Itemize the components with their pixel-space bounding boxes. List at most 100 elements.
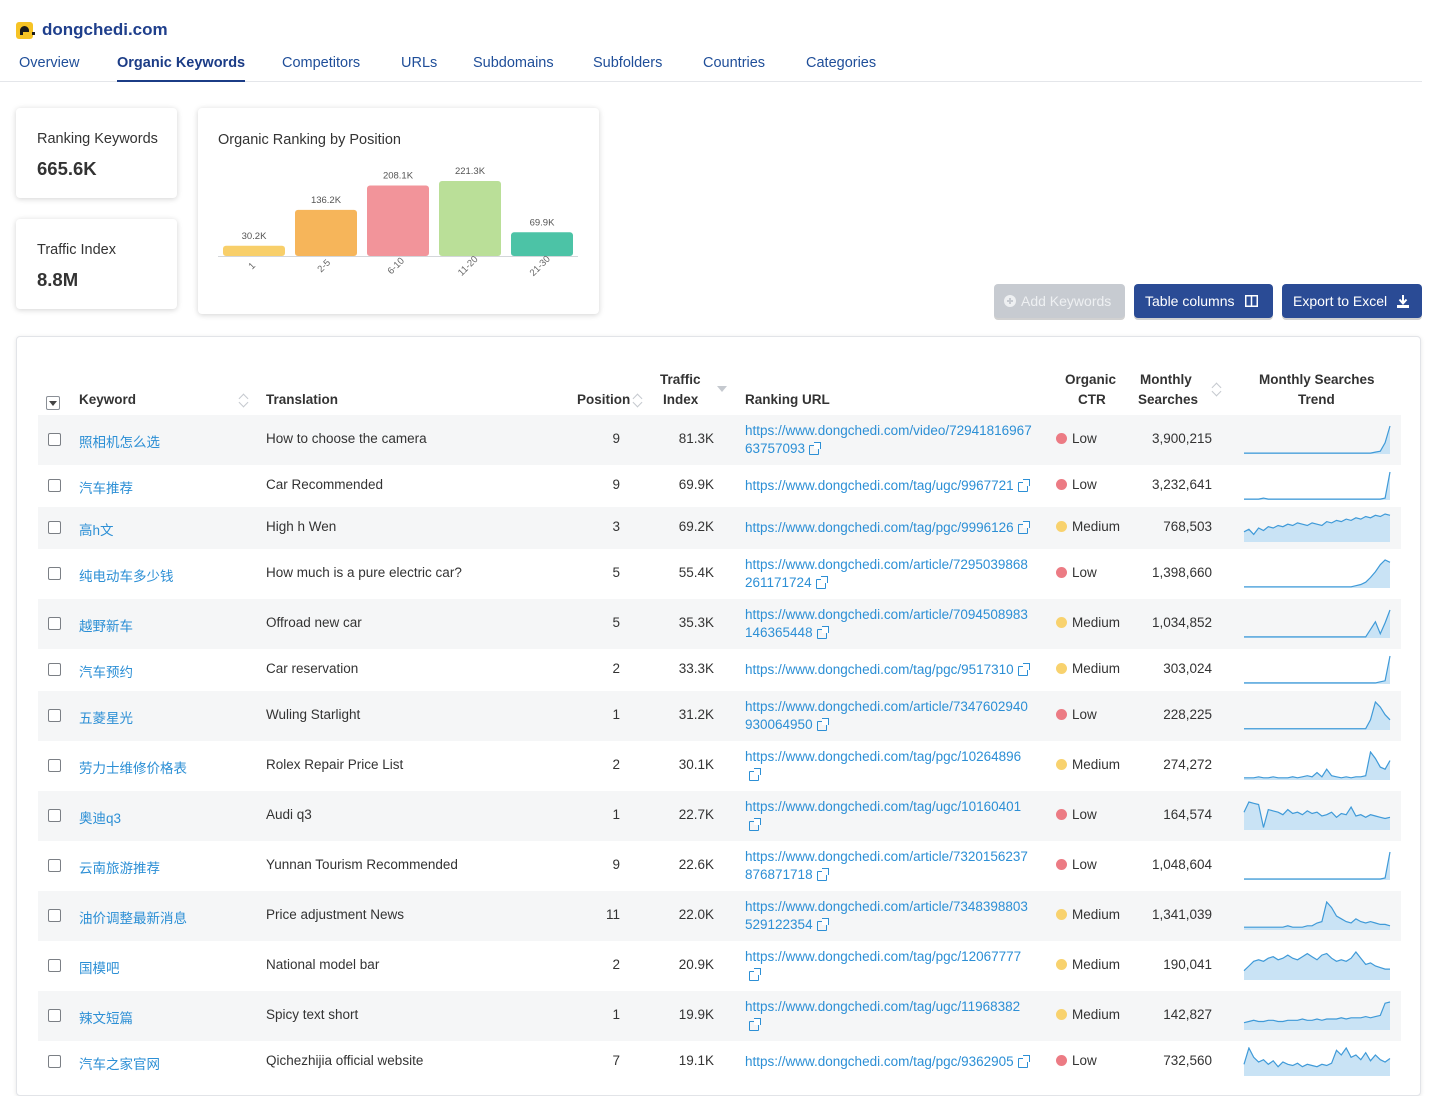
keyword-link[interactable]: 汽车预约	[79, 665, 133, 680]
keyword-link[interactable]: 奥迪q3	[79, 811, 122, 826]
external-link-icon[interactable]	[815, 576, 828, 589]
col-traffic-index-line2[interactable]: Index	[663, 392, 699, 407]
sort-traffic-desc-icon[interactable]	[717, 386, 727, 392]
row-checkbox[interactable]	[48, 959, 61, 972]
row-checkbox[interactable]	[48, 709, 61, 722]
row-checkbox[interactable]	[48, 1009, 61, 1022]
bar-1[interactable]	[223, 245, 285, 256]
add-keywords-button[interactable]: Add Keywords	[994, 284, 1125, 318]
external-link-icon[interactable]	[749, 818, 761, 831]
external-link-icon[interactable]	[1017, 1055, 1030, 1068]
col-keyword[interactable]: Keyword	[79, 392, 137, 407]
trend-area	[1244, 656, 1390, 684]
external-link-icon[interactable]	[749, 768, 761, 781]
row-checkbox[interactable]	[48, 909, 61, 922]
keyword-link[interactable]: 五菱星光	[79, 711, 133, 726]
bar-value-label: 69.9K	[530, 217, 555, 228]
ranking-url-link[interactable]: https://www.dongchedi.com/article/709450…	[745, 606, 1050, 642]
keyword-link[interactable]: 油价调整最新消息	[79, 911, 187, 926]
organic-ctr: Low	[1056, 1053, 1097, 1068]
ranking-keywords-value: 665.6K	[37, 158, 97, 179]
ranking-url-link[interactable]: https://www.dongchedi.com/tag/ugc/101604…	[745, 798, 1050, 834]
ranking-url-link[interactable]: https://www.dongchedi.com/article/732015…	[745, 848, 1050, 884]
ranking-url-link[interactable]: https://www.dongchedi.com/article/729503…	[745, 556, 1050, 592]
tab-categories[interactable]: Categories	[806, 55, 877, 71]
keyword-link[interactable]: 辣文短篇	[79, 1011, 133, 1026]
bar-21-30[interactable]	[511, 232, 573, 256]
col-monthly-searches-line1[interactable]: Monthly	[1140, 372, 1192, 387]
row-checkbox[interactable]	[48, 479, 61, 492]
ranking-url-link[interactable]: https://www.dongchedi.com/article/734760…	[745, 698, 1050, 734]
external-link-icon[interactable]	[1017, 663, 1030, 676]
select-all-checkbox[interactable]	[46, 396, 60, 410]
tab-competitors[interactable]: Competitors	[282, 55, 361, 71]
col-traffic-index-line1[interactable]: Traffic	[660, 372, 701, 387]
keyword-link[interactable]: 汽车推荐	[79, 481, 133, 496]
keyword-link[interactable]: 高h文	[79, 523, 114, 538]
traffic-index-value: 31.2K	[678, 707, 714, 722]
ctr-label: Medium	[1072, 661, 1121, 676]
tab-urls[interactable]: URLs	[401, 55, 438, 71]
bar-2-5[interactable]	[295, 209, 357, 256]
tab-organic-keywords[interactable]: Organic Keywords	[117, 55, 246, 82]
external-link-icon[interactable]	[809, 442, 822, 455]
keyword-link[interactable]: 越野新车	[79, 619, 133, 634]
row-checkbox[interactable]	[48, 759, 61, 772]
row-checkbox[interactable]	[48, 809, 61, 822]
trend-line	[1243, 801, 1391, 828]
row-checkbox[interactable]	[48, 859, 61, 872]
external-link-icon[interactable]	[816, 718, 829, 731]
position-value: 9	[612, 477, 620, 492]
external-link-icon[interactable]	[1017, 479, 1030, 492]
tab-subfolders[interactable]: Subfolders	[593, 55, 663, 71]
bar-11-20[interactable]	[439, 181, 501, 256]
tab-subdomains[interactable]: Subdomains	[473, 55, 554, 71]
row-checkbox[interactable]	[48, 433, 61, 446]
row-checkbox[interactable]	[48, 521, 61, 534]
bar-value-label: 208.1K	[383, 170, 414, 181]
ranking-url-link[interactable]: https://www.dongchedi.com/tag/ugc/119683…	[745, 998, 1050, 1034]
ranking-url-link[interactable]: https://www.dongchedi.com/tag/pgc/951731…	[745, 661, 1050, 679]
keyword-link[interactable]: 纯电动车多少钱	[79, 569, 174, 584]
external-link-icon[interactable]	[749, 1018, 761, 1031]
keyword-link[interactable]: 国模吧	[79, 961, 120, 976]
bar-value-label: 30.2K	[242, 231, 267, 242]
site-name[interactable]: dongchedi.com	[42, 20, 168, 39]
x-tick-label: 2-5	[315, 257, 332, 274]
ranking-url-link[interactable]: https://www.dongchedi.com/tag/pgc/999612…	[745, 519, 1050, 537]
external-link-icon[interactable]	[816, 626, 829, 639]
col-monthly-searches-line2[interactable]: Searches	[1138, 392, 1199, 407]
table-columns-button[interactable]: Table columns	[1134, 284, 1273, 318]
col-position[interactable]: Position	[577, 392, 631, 407]
col-organic-ctr-line1: Organic	[1065, 372, 1117, 387]
external-link-icon[interactable]	[749, 968, 761, 981]
ranking-url-link[interactable]: https://www.dongchedi.com/tag/ugc/996772…	[745, 477, 1050, 495]
keyword-link[interactable]: 照相机怎么选	[79, 435, 160, 450]
sort-monthly-searches-icon[interactable]	[1212, 382, 1221, 396]
col-trend-line2: Trend	[1298, 392, 1335, 407]
keyword-link[interactable]: 劳力士维修价格表	[79, 761, 187, 776]
tab-overview[interactable]: Overview	[19, 55, 80, 71]
row-checkbox[interactable]	[48, 1055, 61, 1068]
position-bar-chart: 30.2K 1 136.2K 2-5 208.1K 6-10 221.3K 11-20 69.9…	[218, 166, 578, 279]
row-checkbox[interactable]	[48, 617, 61, 630]
keyword-link[interactable]: 汽车之家官网	[79, 1057, 160, 1072]
tab-countries[interactable]: Countries	[703, 55, 766, 71]
external-link-icon[interactable]	[1017, 521, 1030, 534]
row-checkbox[interactable]	[48, 567, 61, 580]
keyword-link[interactable]: 云南旅游推荐	[79, 861, 160, 876]
ranking-url-link[interactable]: https://www.dongchedi.com/tag/pgc/102648…	[745, 748, 1050, 784]
ranking-url-text: https://www.dongchedi.com/tag/ugc/119683…	[745, 999, 1021, 1014]
monthly-searches-value: 228,225	[1163, 707, 1212, 722]
ranking-url-link[interactable]: https://www.dongchedi.com/tag/pgc/120677…	[745, 948, 1050, 984]
ranking-url-link[interactable]: https://www.dongchedi.com/video/72941816…	[745, 422, 1050, 458]
external-link-icon[interactable]	[816, 918, 829, 931]
sort-position-icon[interactable]	[633, 393, 642, 407]
sort-keyword-icon[interactable]	[239, 393, 248, 407]
external-link-icon[interactable]	[816, 868, 829, 881]
export-excel-button[interactable]: Export to Excel	[1282, 284, 1422, 318]
ranking-url-link[interactable]: https://www.dongchedi.com/tag/pgc/936290…	[745, 1053, 1050, 1071]
bar-6-10[interactable]	[367, 185, 429, 256]
row-checkbox[interactable]	[48, 663, 61, 676]
ranking-url-link[interactable]: https://www.dongchedi.com/article/734839…	[745, 898, 1050, 934]
